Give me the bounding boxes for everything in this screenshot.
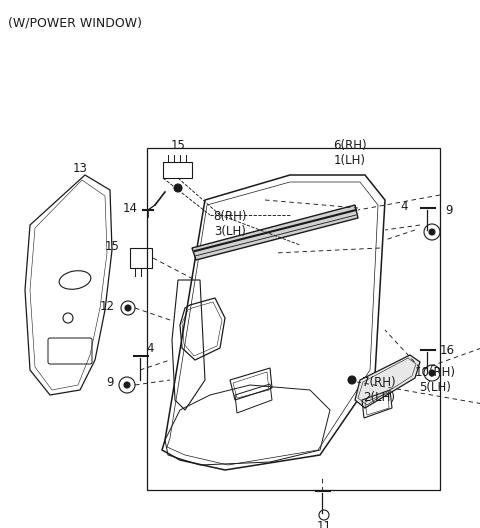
Text: (W/POWER WINDOW): (W/POWER WINDOW)	[8, 16, 142, 29]
Text: 8(RH)
3(LH): 8(RH) 3(LH)	[213, 210, 247, 238]
Text: 15: 15	[170, 139, 185, 152]
Circle shape	[124, 382, 130, 388]
Text: 13: 13	[72, 162, 87, 175]
Text: 14: 14	[123, 202, 138, 214]
Polygon shape	[355, 355, 420, 408]
Polygon shape	[192, 205, 358, 260]
Text: 16: 16	[440, 344, 455, 356]
Text: 4: 4	[146, 342, 154, 355]
Text: 12: 12	[100, 299, 115, 313]
Bar	[147, 148, 440, 490]
Text: 15: 15	[105, 240, 120, 252]
Text: 4: 4	[400, 200, 408, 212]
Circle shape	[429, 370, 435, 376]
Circle shape	[429, 229, 435, 235]
Text: 10(RH)
5(LH): 10(RH) 5(LH)	[415, 366, 456, 394]
Circle shape	[125, 305, 131, 311]
Text: 6(RH)
1(LH): 6(RH) 1(LH)	[333, 139, 367, 167]
Text: 11: 11	[316, 520, 332, 528]
Text: 9: 9	[107, 376, 114, 390]
Text: 7(RH)
2(LH): 7(RH) 2(LH)	[362, 376, 396, 404]
Text: 9: 9	[445, 203, 453, 216]
Circle shape	[174, 184, 182, 192]
Circle shape	[348, 376, 356, 384]
